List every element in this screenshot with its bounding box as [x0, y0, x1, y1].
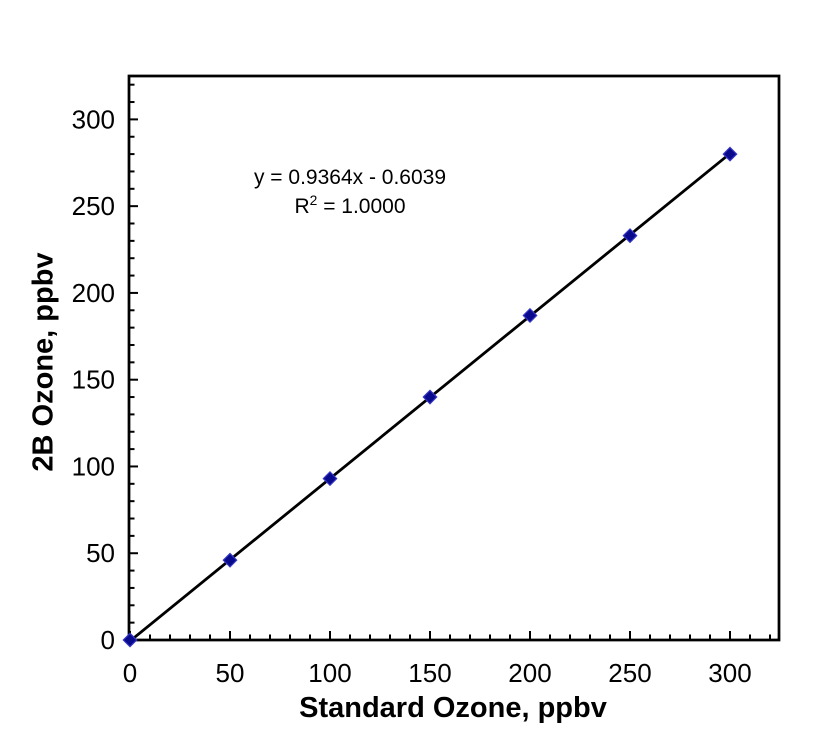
y-tick-label: 300	[72, 104, 115, 134]
y-tick-label: 0	[101, 625, 115, 655]
data-point-marker	[322, 471, 338, 487]
x-tick-label: 200	[508, 658, 551, 688]
y-tick-label: 250	[72, 191, 115, 221]
y-tick-label: 50	[86, 538, 115, 568]
x-tick-label: 50	[216, 658, 245, 688]
r-squared-text: R2 = 1.0000	[254, 192, 446, 221]
y-tick-label: 200	[72, 278, 115, 308]
data-point-marker	[622, 228, 638, 244]
data-point-marker	[722, 146, 738, 162]
y-axis-title: 2B Ozone, ppbv	[27, 252, 60, 472]
data-point-marker	[122, 632, 138, 648]
trendline-annotation: y = 0.9364x - 0.6039 R2 = 1.0000	[254, 163, 446, 221]
y-tick-label: 100	[72, 451, 115, 481]
x-tick-label: 100	[308, 658, 351, 688]
r-squared-base: R	[294, 195, 310, 218]
y-tick-label: 150	[72, 365, 115, 395]
data-point-marker	[222, 552, 238, 568]
r-squared-value: = 1.0000	[317, 195, 406, 218]
x-tick-label: 150	[408, 658, 451, 688]
x-tick-label: 250	[608, 658, 651, 688]
x-tick-label: 300	[708, 658, 751, 688]
r-squared-superscript: 2	[309, 192, 318, 208]
x-axis-title: Standard Ozone, ppbv	[299, 692, 607, 724]
x-tick-label: 0	[123, 658, 137, 688]
data-point-marker	[522, 307, 538, 324]
equation-text: y = 0.9364x - 0.6039	[253, 166, 447, 189]
data-point-marker	[422, 389, 438, 405]
plot-border	[127, 74, 781, 642]
